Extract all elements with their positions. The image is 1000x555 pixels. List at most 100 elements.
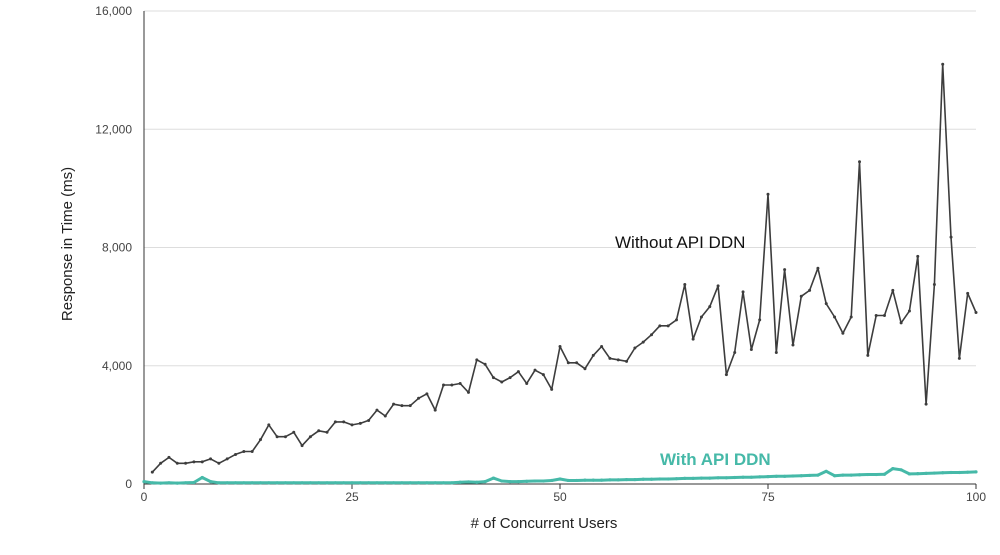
x-tick-label: 75 <box>761 490 775 504</box>
data-point-with-api-ddn <box>167 481 171 485</box>
data-point-without-api-ddn <box>225 457 229 461</box>
data-point-with-api-ddn <box>749 475 753 479</box>
data-point-with-api-ddn <box>932 471 937 475</box>
data-point-with-api-ddn <box>516 480 521 484</box>
data-point-with-api-ddn <box>666 477 670 481</box>
data-point-without-api-ddn <box>966 291 970 295</box>
data-point-with-api-ddn <box>724 476 729 480</box>
data-point-without-api-ddn <box>874 313 878 317</box>
x-tick-label: 0 <box>141 490 148 504</box>
data-point-with-api-ddn <box>558 477 562 481</box>
data-point-with-api-ddn <box>674 477 679 481</box>
data-point-without-api-ddn <box>375 408 379 412</box>
data-point-with-api-ddn <box>716 476 720 480</box>
axes <box>143 11 977 489</box>
data-point-with-api-ddn <box>358 481 362 485</box>
data-point-without-api-ddn <box>650 333 654 337</box>
data-point-with-api-ddn <box>375 481 379 485</box>
y-tick-label: 16,000 <box>95 4 132 18</box>
data-point-with-api-ddn <box>392 481 396 485</box>
data-point-without-api-ddn <box>325 430 329 434</box>
data-point-with-api-ddn <box>849 473 853 477</box>
data-point-with-api-ddn <box>500 479 504 483</box>
data-point-without-api-ddn <box>600 345 604 349</box>
data-point-without-api-ddn <box>358 421 362 425</box>
data-point-without-api-ddn <box>849 315 853 319</box>
data-point-with-api-ddn <box>658 477 662 481</box>
data-point-with-api-ddn <box>924 471 928 475</box>
data-point-without-api-ddn <box>891 288 895 292</box>
data-point-without-api-ddn <box>466 390 470 394</box>
data-point-with-api-ddn <box>508 480 512 484</box>
data-point-with-api-ddn <box>957 470 961 475</box>
data-point-with-api-ddn <box>283 481 288 485</box>
data-point-with-api-ddn <box>824 469 828 473</box>
series-label-without-api-ddn: Without API DDN <box>615 233 745 252</box>
data-point-without-api-ddn <box>816 266 820 270</box>
data-point-without-api-ddn <box>808 288 812 292</box>
data-point-without-api-ddn <box>442 383 446 387</box>
data-point-with-api-ddn <box>966 470 970 474</box>
data-point-with-api-ddn <box>907 472 912 476</box>
data-point-without-api-ddn <box>625 359 629 363</box>
data-point-with-api-ddn <box>766 475 770 479</box>
data-point-with-api-ddn <box>342 481 346 485</box>
data-point-without-api-ddn <box>350 423 354 427</box>
data-point-without-api-ddn <box>317 429 321 433</box>
data-point-without-api-ddn <box>516 370 520 374</box>
data-point-without-api-ddn <box>425 392 429 396</box>
data-point-without-api-ddn <box>841 331 845 335</box>
data-point-with-api-ddn <box>816 473 820 477</box>
data-point-without-api-ddn <box>608 356 612 360</box>
data-point-without-api-ddn <box>408 404 412 408</box>
data-point-with-api-ddn <box>466 480 471 484</box>
data-point-without-api-ddn <box>234 452 238 456</box>
data-point-without-api-ddn <box>758 318 762 322</box>
data-point-with-api-ddn <box>367 481 371 485</box>
data-point-without-api-ddn <box>724 373 728 377</box>
series-line-without-api-ddn <box>151 63 977 473</box>
data-point-with-api-ddn <box>533 479 537 483</box>
data-point-with-api-ddn <box>425 481 429 485</box>
data-point-without-api-ddn <box>824 302 828 306</box>
data-point-without-api-ddn <box>575 361 579 365</box>
x-tick-label: 25 <box>345 490 359 504</box>
data-point-without-api-ddn <box>209 457 213 461</box>
data-point-without-api-ddn <box>458 381 462 385</box>
series-label-with-api-ddn: With API DDN <box>660 450 771 469</box>
data-point-without-api-ddn <box>308 435 312 439</box>
data-point-without-api-ddn <box>741 290 745 294</box>
data-point-with-api-ddn <box>225 481 229 485</box>
data-point-without-api-ddn <box>974 311 978 315</box>
data-point-with-api-ddn <box>591 478 595 482</box>
data-point-without-api-ddn <box>616 358 620 362</box>
data-point-with-api-ddn <box>683 476 687 480</box>
data-point-with-api-ddn <box>317 481 321 485</box>
series-group <box>142 62 978 485</box>
data-point-without-api-ddn <box>292 430 296 434</box>
data-point-with-api-ddn <box>142 480 146 484</box>
data-point-with-api-ddn <box>841 473 845 477</box>
data-point-with-api-ddn <box>325 481 329 485</box>
data-point-with-api-ddn <box>874 472 878 477</box>
data-point-with-api-ddn <box>699 476 704 480</box>
y-axis-label: Response in Time (ms) <box>59 167 76 321</box>
data-point-without-api-ddn <box>932 282 936 286</box>
data-point-with-api-ddn <box>258 481 263 485</box>
x-tick-labels: 0 25 50 75 100 <box>141 490 987 504</box>
data-point-with-api-ddn <box>433 481 437 485</box>
data-point-without-api-ddn <box>491 376 495 380</box>
data-point-without-api-ddn <box>525 381 529 385</box>
data-point-with-api-ddn <box>941 471 945 475</box>
data-point-with-api-ddn <box>159 481 163 485</box>
data-point-without-api-ddn <box>550 387 554 391</box>
data-point-without-api-ddn <box>907 309 911 313</box>
data-point-with-api-ddn <box>608 478 612 482</box>
data-point-without-api-ddn <box>167 455 171 459</box>
data-point-with-api-ddn <box>416 481 421 485</box>
data-point-with-api-ddn <box>300 481 304 485</box>
data-point-without-api-ddn <box>833 315 837 319</box>
data-point-without-api-ddn <box>483 362 487 366</box>
data-point-with-api-ddn <box>974 470 978 474</box>
data-point-without-api-ddn <box>541 373 545 377</box>
